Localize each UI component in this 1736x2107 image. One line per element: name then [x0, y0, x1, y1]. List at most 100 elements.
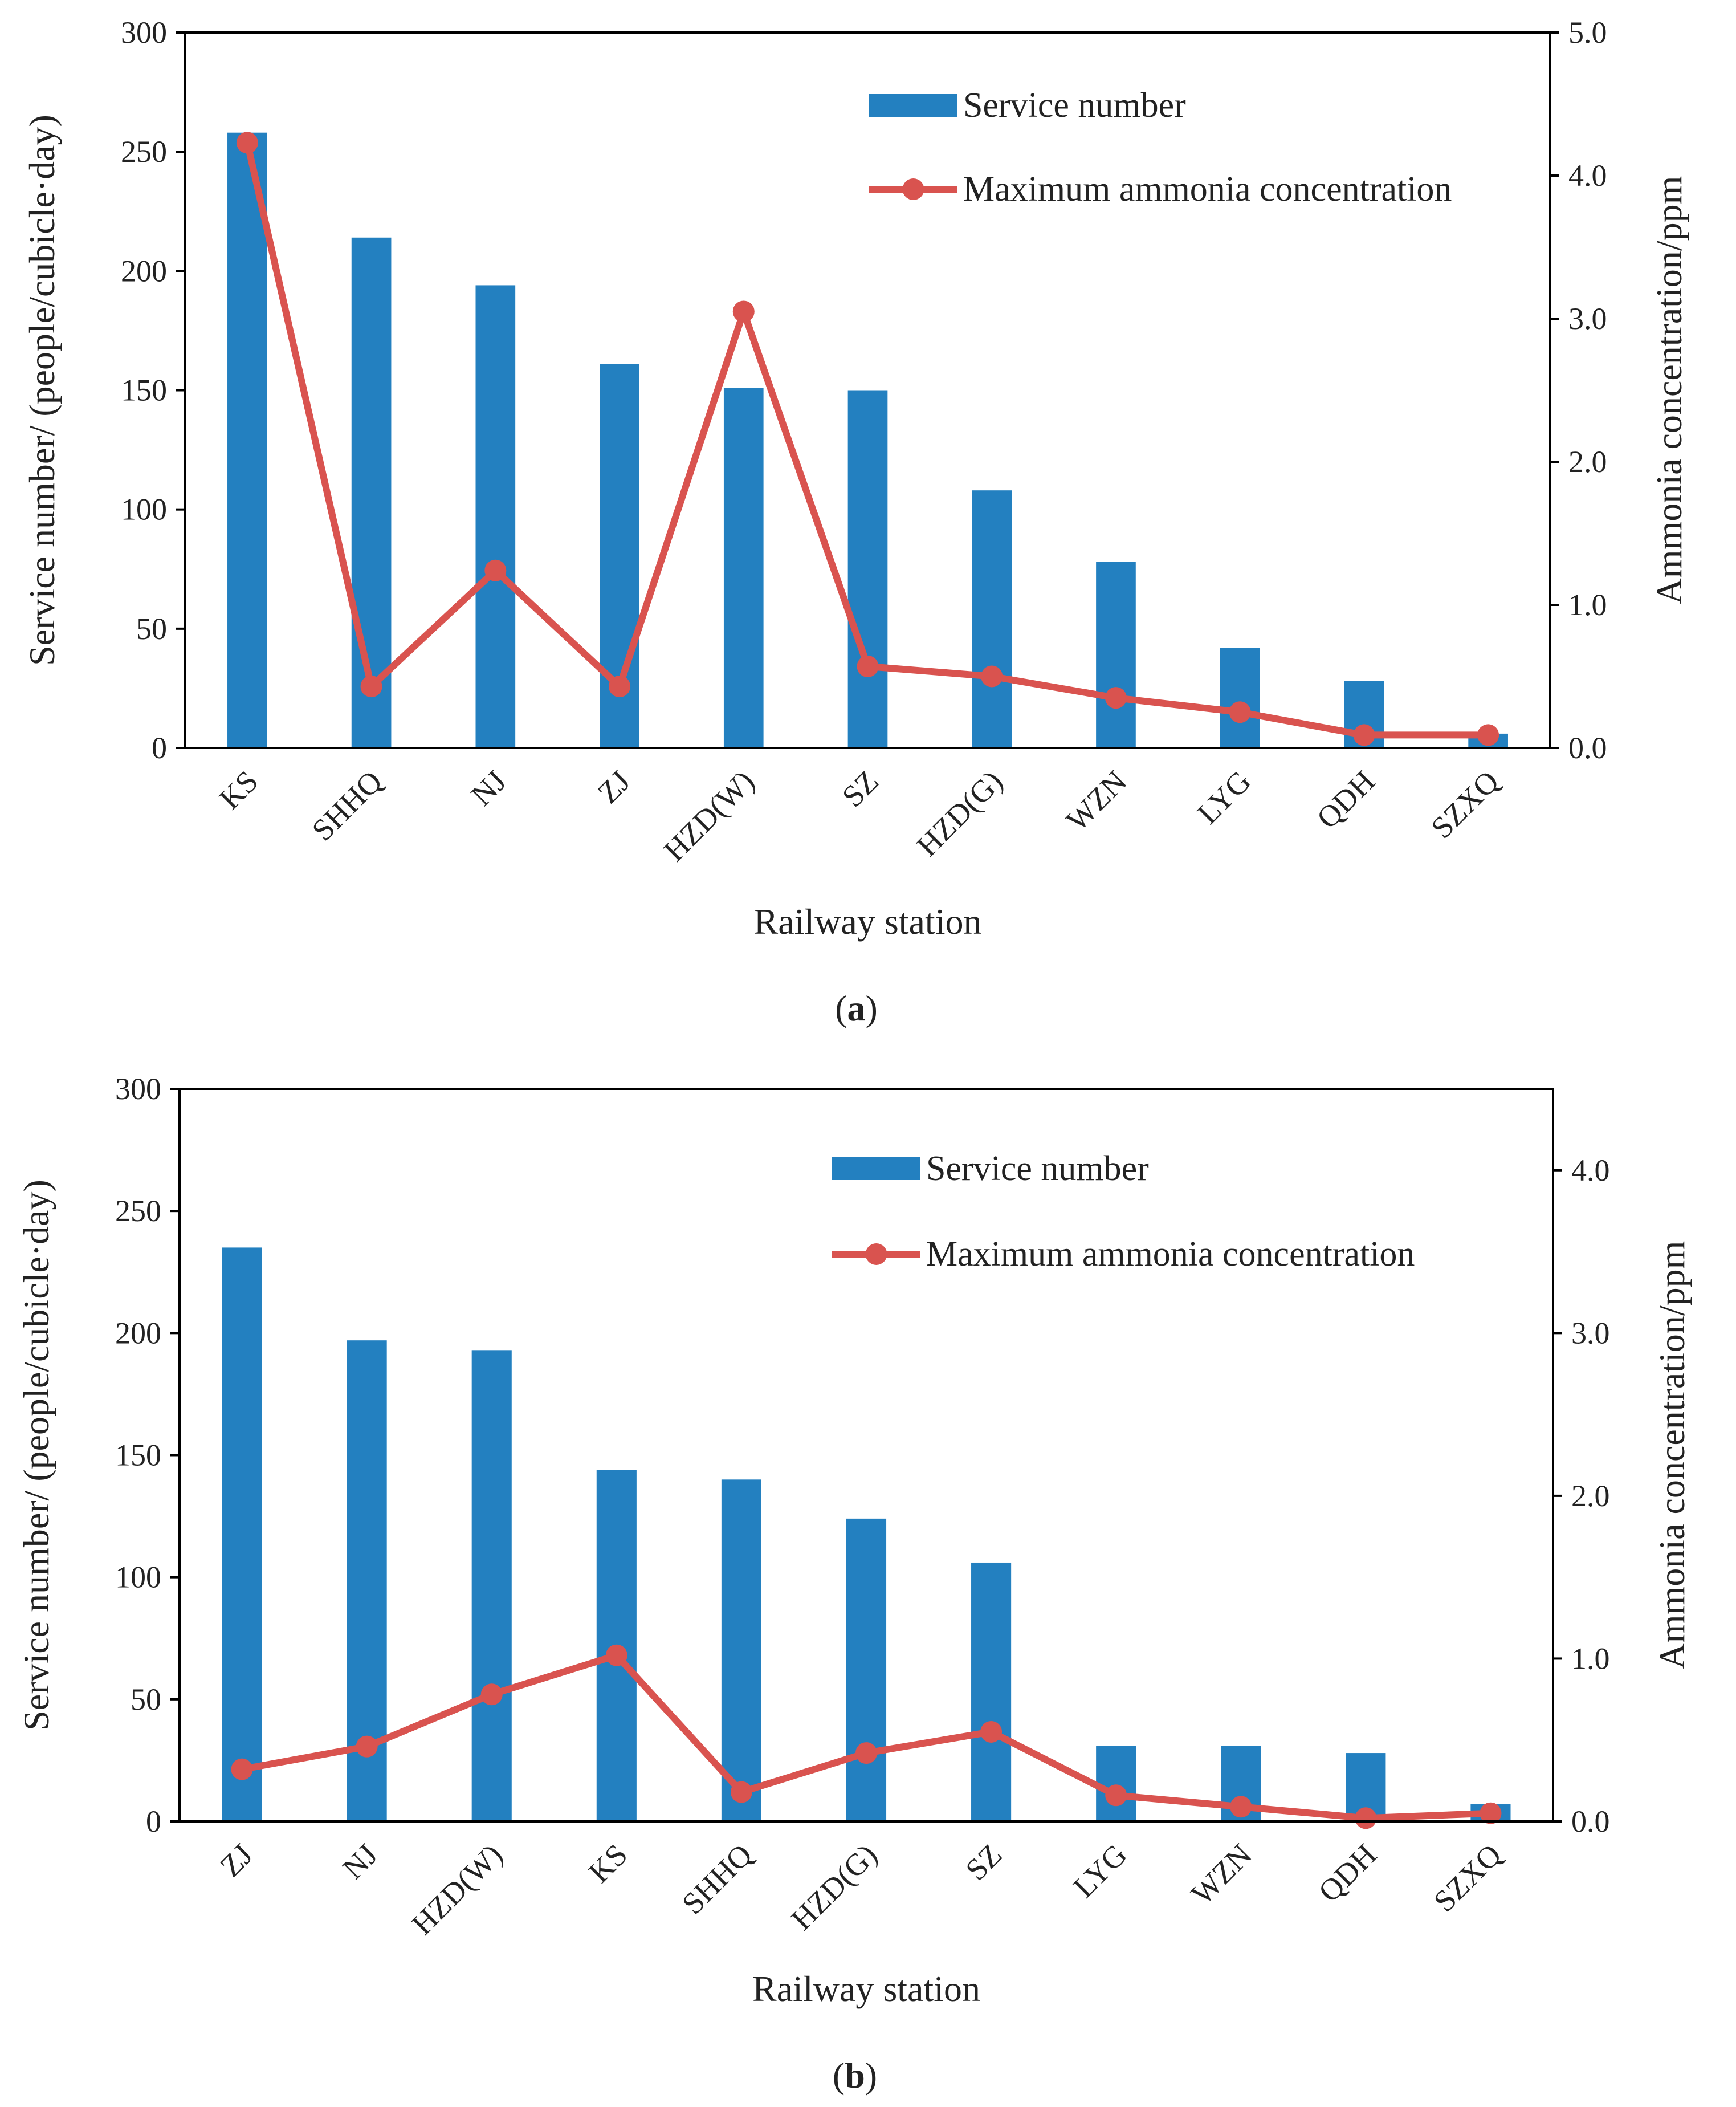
bar-SHHQ	[721, 1479, 761, 1821]
ammonia-point-LYG	[1105, 1784, 1127, 1807]
right-tick-label: 3.0	[1571, 1316, 1610, 1350]
left-axis-title: Service number/ (people/cubicle·day)	[22, 115, 62, 666]
ammonia-point-WZN	[1230, 1796, 1252, 1818]
ammonia-point-SHHQ	[730, 1781, 752, 1803]
right-tick-label: 4.0	[1568, 158, 1607, 193]
panel-caption: (a)	[835, 988, 878, 1028]
right-tick-label: 4.0	[1571, 1153, 1610, 1187]
x-tick-label: KS	[582, 1837, 634, 1889]
bar-HZD(W)	[471, 1350, 512, 1821]
left-tick-label: 300	[121, 15, 167, 50]
legend-bar-swatch	[832, 1157, 920, 1180]
ammonia-point-KS	[236, 132, 258, 154]
left-tick-label: 50	[131, 1682, 161, 1716]
ammonia-point-SZXQ	[1480, 1802, 1502, 1824]
ammonia-point-LYG	[1229, 701, 1251, 723]
ammonia-point-SZXQ	[1477, 724, 1499, 746]
ammonia-point-SHHQ	[360, 676, 382, 698]
left-tick-label: 50	[136, 612, 167, 646]
left-tick-label: 150	[121, 373, 167, 408]
left-tick-label: 250	[121, 135, 167, 169]
x-tick-label: ZJ	[591, 764, 637, 810]
x-tick-label: SZXQ	[1424, 764, 1505, 845]
panel-caption: (b)	[833, 2055, 877, 2096]
chart-panel-a: 0 50 100 150 200 250 300 0.0 1.0 2.0 3.0 4.0 5.0 KS SH…	[22, 15, 1689, 1028]
bar-HZD(G)	[846, 1518, 887, 1821]
x-tick-label: NJ	[336, 1837, 384, 1886]
right-tick-label: 1.0	[1568, 588, 1607, 622]
x-tick-label: WZN	[1184, 1837, 1258, 1911]
bar-HZD(G)	[972, 490, 1012, 748]
x-tick-label: NJ	[464, 764, 513, 812]
legend-line-marker	[902, 178, 924, 200]
x-tick-label: HZD(G)	[910, 764, 1009, 863]
x-tick-label: HZD(W)	[657, 764, 761, 868]
ammonia-point-ZJ	[231, 1758, 253, 1780]
right-tick-label: 2.0	[1568, 445, 1607, 479]
left-tick-label: 100	[121, 493, 167, 527]
ammonia-point-WZN	[1105, 687, 1127, 709]
legend: Service number Maximum ammonia concentrat…	[832, 1149, 1415, 1274]
legend-line-label: Maximum ammonia concentration	[963, 170, 1452, 209]
x-tick-label: WZN	[1059, 764, 1133, 837]
x-tick-label: LYG	[1067, 1837, 1134, 1904]
right-axis-title: Ammonia concentration/ppm	[1652, 1241, 1692, 1670]
chart-panel-b: 0 50 100 150 200 250 300 0.0 1.0 2.0 3.0 4.0 ZJ NJ HZD…	[16, 1072, 1692, 2096]
ammonia-point-NJ	[484, 559, 507, 581]
legend-bar-swatch	[869, 94, 957, 117]
bar-KS	[227, 132, 267, 749]
x-tick-label: QDH	[1312, 1837, 1383, 1909]
x-tick-label: SZXQ	[1427, 1837, 1508, 1918]
legend-bar-label: Service number	[926, 1149, 1149, 1188]
ammonia-point-NJ	[356, 1735, 378, 1758]
right-tick-label: 2.0	[1571, 1479, 1610, 1513]
right-tick-label: 5.0	[1568, 15, 1607, 50]
bar-ZJ	[222, 1247, 262, 1821]
x-tick-label: SZ	[836, 764, 885, 813]
x-tick-label: ZJ	[213, 1837, 259, 1884]
left-tick-label: 300	[115, 1072, 161, 1106]
x-tick-label: SZ	[959, 1837, 1009, 1887]
legend-line-label: Maximum ammonia concentration	[926, 1235, 1415, 1274]
bar-SZ	[847, 390, 888, 748]
x-tick-label: HZD(G)	[785, 1837, 884, 1937]
bar-SHHQ	[351, 237, 392, 748]
bar-HZD(W)	[723, 388, 764, 748]
ammonia-point-SZ	[980, 1720, 1003, 1743]
ammonia-point-HZD(W)	[732, 300, 755, 323]
left-tick-label: 250	[115, 1194, 161, 1228]
right-tick-label: 3.0	[1568, 302, 1607, 336]
ammonia-point-QDH	[1355, 1807, 1377, 1829]
ammonia-point-QDH	[1353, 724, 1375, 746]
x-tick-label: KS	[213, 764, 264, 816]
left-axis-title: Service number/ (people/cubicle·day)	[16, 1179, 56, 1731]
x-axis-title: Railway station	[754, 901, 982, 942]
left-tick-label: 200	[115, 1316, 161, 1350]
ammonia-point-HZD(G)	[981, 665, 1003, 688]
ammonia-point-KS	[605, 1644, 627, 1666]
right-tick-label: 1.0	[1571, 1641, 1610, 1675]
legend-bar-label: Service number	[963, 86, 1186, 125]
bar-SZ	[971, 1562, 1012, 1821]
legend-line-marker	[865, 1243, 887, 1265]
left-tick-label: 200	[121, 254, 167, 288]
right-axis-title: Ammonia concentration/ppm	[1649, 176, 1689, 605]
x-tick-label: QDH	[1310, 764, 1382, 835]
ammonia-point-ZJ	[609, 676, 631, 698]
left-tick-label: 0	[146, 1804, 161, 1838]
x-axis-title: Railway station	[752, 1968, 980, 2009]
legend: Service number Maximum ammonia concentrat…	[869, 86, 1452, 209]
x-tick-label: SHHQ	[675, 1837, 759, 1921]
bar-WZN	[1096, 562, 1136, 748]
x-tick-label: SHHQ	[305, 764, 389, 847]
bar-LYG	[1096, 1746, 1136, 1821]
right-tick-label: 0.0	[1568, 731, 1607, 765]
left-tick-label: 150	[115, 1438, 161, 1473]
x-tick-label: HZD(W)	[405, 1837, 509, 1941]
x-tick-label: LYG	[1191, 764, 1257, 831]
right-tick-label: 0.0	[1571, 1804, 1610, 1838]
ammonia-point-HZD(W)	[480, 1683, 503, 1706]
ammonia-point-HZD(G)	[855, 1742, 877, 1764]
left-tick-label: 0	[152, 731, 167, 765]
